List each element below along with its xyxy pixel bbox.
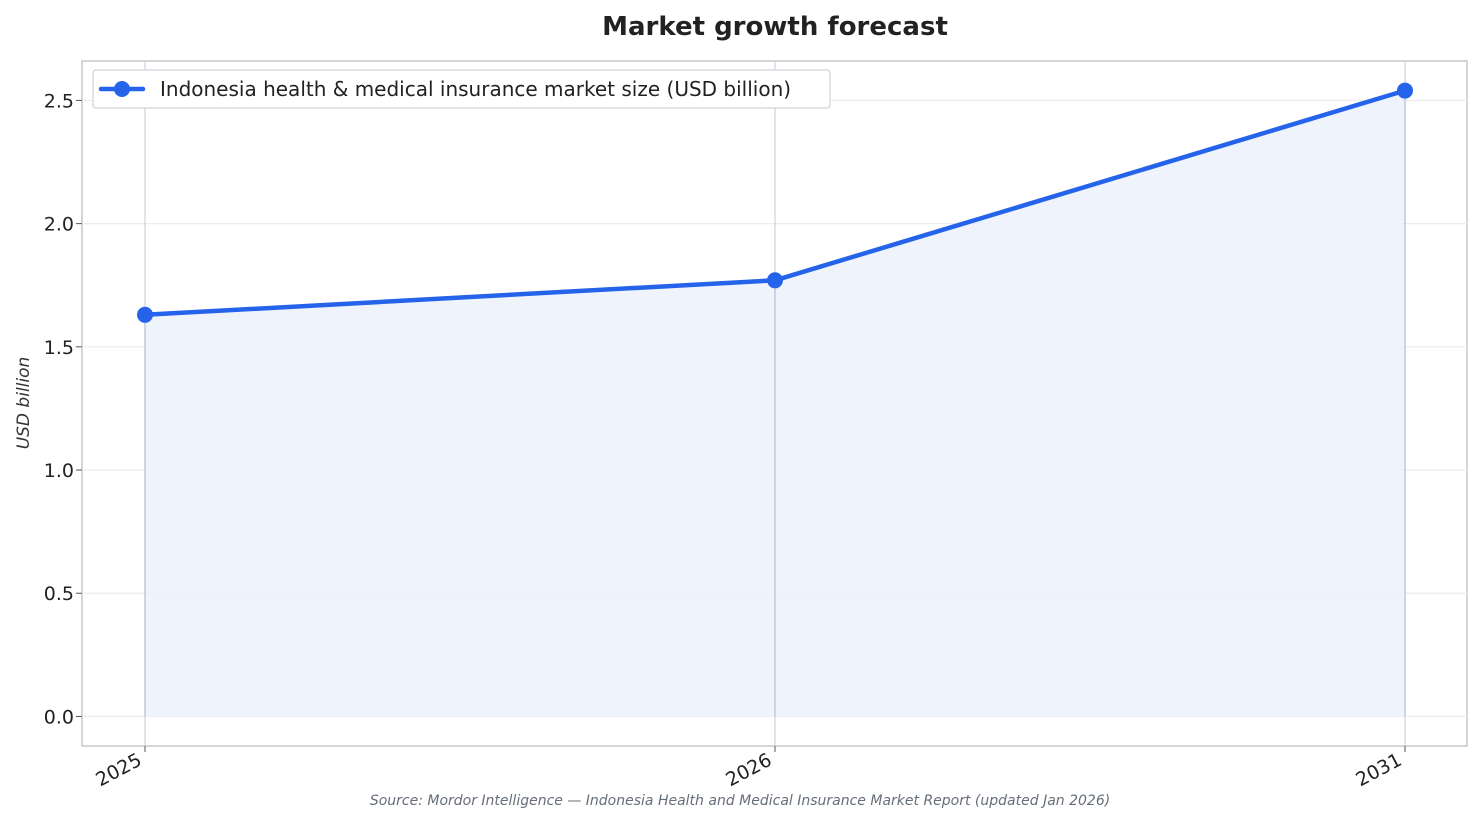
x-axis-ticks: 2025 2026 2031 [92, 746, 1406, 791]
data-points-layer [137, 82, 1413, 323]
data-point-2025 [137, 306, 153, 323]
legend-marker-swatch [114, 81, 130, 97]
source-note: Source: Mordor Intelligence — Indonesia … [370, 793, 1110, 809]
data-point-2031 [1397, 82, 1413, 99]
chart-title: Market growth forecast [602, 12, 948, 42]
y-tick-label: 0.0 [44, 706, 74, 728]
legend: Indonesia health & medical insurance mar… [92, 69, 831, 109]
legend-entry-label: Indonesia health & medical insurance mar… [160, 77, 791, 101]
x-tick-label: 2025 [92, 749, 145, 791]
y-axis-label: USD billion [14, 357, 34, 450]
y-tick-label: 0.5 [44, 583, 74, 605]
y-tick-label: 1.5 [44, 337, 74, 359]
data-point-2026 [767, 272, 783, 289]
area-fill-layer [144, 90, 1406, 717]
legend-box [92, 69, 831, 109]
x-tick-label: 2031 [1352, 749, 1405, 791]
y-axis-ticks: 0.0 0.5 1.0 1.5 2.0 2.5 [44, 90, 82, 728]
x-tick-label: 2026 [722, 749, 775, 791]
y-tick-label: 1.0 [44, 460, 74, 482]
y-tick-label: 2.5 [44, 90, 74, 112]
y-tick-label: 2.0 [44, 214, 74, 236]
